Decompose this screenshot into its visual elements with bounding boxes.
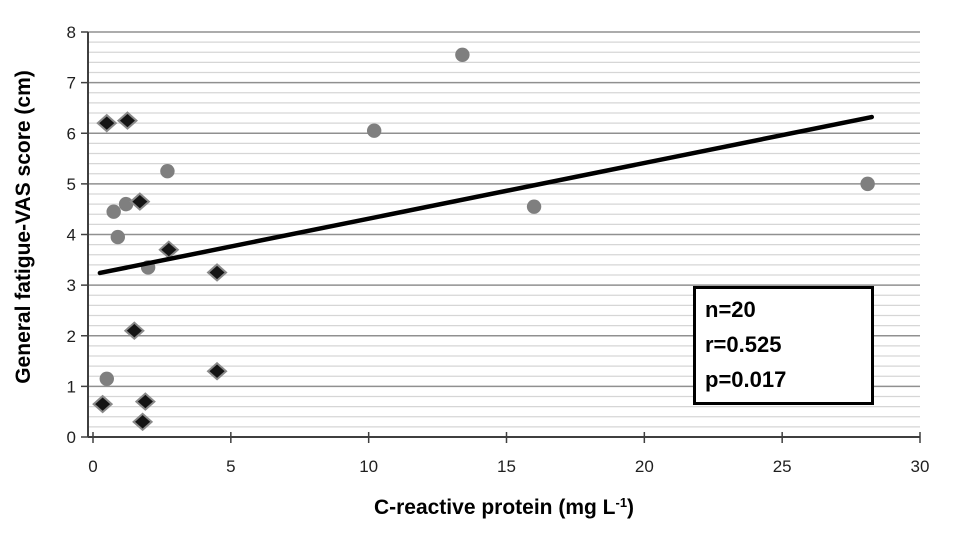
y-tick-label: 7 <box>67 74 76 93</box>
trendline <box>97 114 875 276</box>
scatter-point-diamond <box>129 192 151 211</box>
scatter-point-circle <box>99 371 114 386</box>
x-axis-title-close-paren: ) <box>627 496 635 519</box>
y-tick-label: 4 <box>67 226 76 245</box>
y-tick-label: 8 <box>67 23 76 42</box>
scatter-point-circle <box>160 164 175 179</box>
scatter-point-diamond <box>116 111 138 130</box>
scatter-point-circle <box>106 204 121 219</box>
scatter-point-diamond <box>96 113 118 133</box>
scatter-point-diamond <box>206 361 228 381</box>
y-tick-label: 1 <box>67 377 76 396</box>
scatter-point-diamond <box>123 321 145 341</box>
scatter-point-diamond <box>92 394 114 414</box>
scatter-point-diamond <box>134 392 156 411</box>
x-tick-label: 10 <box>359 457 378 476</box>
scatter-point-circle <box>366 123 382 138</box>
x-tick-label: 5 <box>226 457 235 476</box>
stats-annotation-box: n=20 r=0.525 p=0.017 <box>693 286 874 405</box>
scatter-point-circle <box>110 229 126 245</box>
x-axis-title-superscript: -1 <box>615 495 628 510</box>
y-tick-label: 2 <box>67 327 76 346</box>
x-tick-label: 25 <box>773 457 792 476</box>
y-axis-title: General fatigue-VAS score (cm) <box>12 70 35 384</box>
scatter-point-diamond <box>132 412 154 432</box>
scatter-point-circle <box>455 47 470 62</box>
y-tick-label: 3 <box>67 276 76 295</box>
x-tick-label: 0 <box>88 457 97 476</box>
scatter-point-circle <box>118 196 134 212</box>
x-tick-label: 20 <box>635 457 654 476</box>
scatter-point-circle <box>860 176 875 192</box>
x-tick-label: 15 <box>497 457 516 476</box>
y-tick-label: 6 <box>67 124 76 143</box>
stat-p-value: p=0.017 <box>705 367 787 392</box>
scatter-point-diamond <box>206 263 228 282</box>
x-axis-title: C-reactive protein (mg L-1) <box>88 496 920 520</box>
stat-n-value: n=20 <box>705 297 756 322</box>
y-tick-label: 0 <box>67 428 76 447</box>
x-tick-label: 30 <box>911 457 930 476</box>
stat-r-value: r=0.525 <box>705 332 782 357</box>
x-axis-title-text: C-reactive protein (mg L <box>373 496 616 519</box>
y-tick-label: 5 <box>67 175 76 194</box>
scatter-point-circle <box>526 199 542 214</box>
